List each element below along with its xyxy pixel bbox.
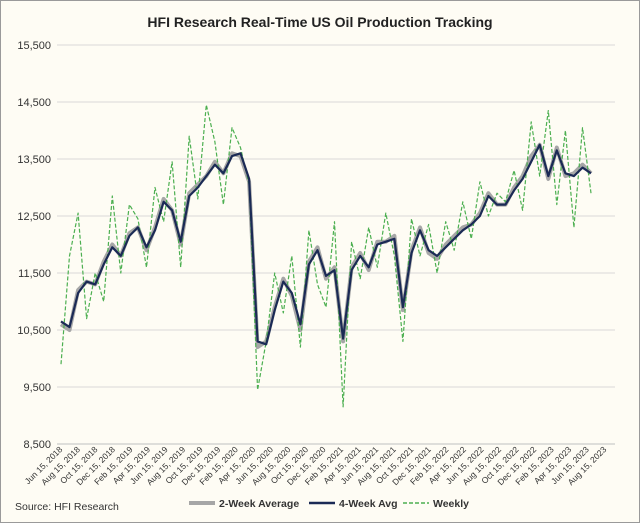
- y-tick-label: 13,500: [17, 154, 51, 166]
- y-axis: 8,500 9,500 10,500 11,500 12,500 13,500 14,500…: [17, 40, 51, 451]
- y-tick-label: 10,500: [17, 325, 51, 337]
- legend-label: 2-Week Average: [219, 498, 299, 510]
- y-tick-label: 9,500: [23, 382, 51, 394]
- y-tick-label: 8,500: [23, 439, 51, 451]
- gridlines: [57, 44, 615, 445]
- source-note: Source: HFI Research: [15, 501, 119, 513]
- series-layer: [59, 104, 593, 408]
- y-tick-label: 12,500: [17, 211, 51, 223]
- legend-label: 4-Week Avg: [339, 498, 398, 510]
- legend: 2-Week Average 4-Week Avg Weekly: [189, 498, 469, 510]
- y-tick-label: 15,500: [17, 40, 51, 52]
- series-line-weekly: [60, 104, 592, 408]
- legend-label: Weekly: [433, 498, 469, 510]
- y-tick-label: 11,500: [18, 268, 51, 280]
- y-tick-label: 14,500: [17, 97, 51, 109]
- series-line-2-week-average: [59, 142, 593, 350]
- series-line-4-week-avg: [60, 143, 592, 346]
- chart-title: HFI Research Real-Time US Oil Production…: [147, 14, 492, 30]
